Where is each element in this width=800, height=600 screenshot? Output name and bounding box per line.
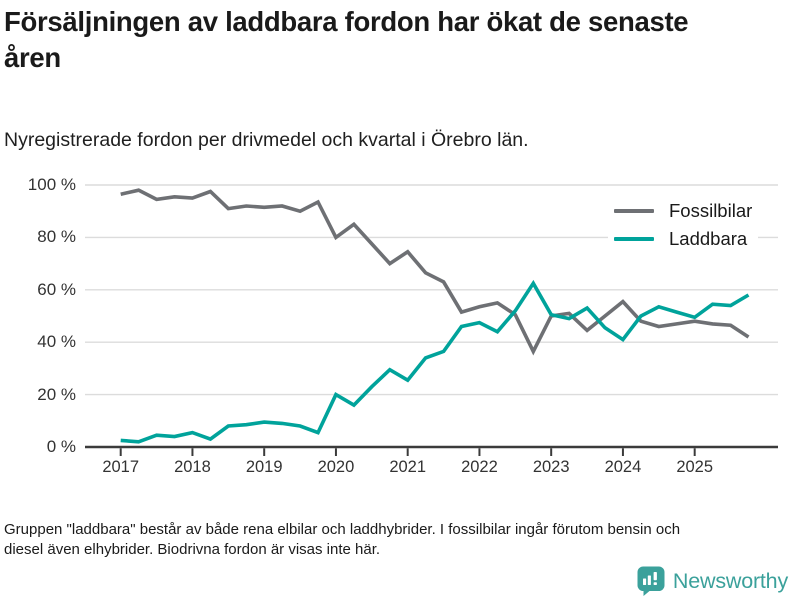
brand-name: Newsworthy — [672, 568, 788, 593]
chart-footnote: Gruppen "laddbara" består av både rena e… — [4, 521, 681, 558]
legend-item-fossilbilar: Fossilbilar — [614, 197, 752, 225]
fossilbilar-line-swatch — [614, 208, 654, 214]
legend-item-laddbara: Laddbara — [614, 225, 752, 253]
chart-subtitle: Nyregistrerade fordon per drivmedel och … — [4, 129, 529, 151]
chart-legend: Fossilbilar Laddbara — [608, 195, 759, 257]
bar-chart-speech-bubble-icon — [637, 566, 665, 596]
legend-label: Fossilbilar — [669, 200, 753, 221]
series-line-fossilbilar — [120, 188, 750, 356]
legend-label: Laddbara — [669, 228, 748, 249]
newsworthy-branding: Newsworthy — [637, 566, 788, 596]
laddbara-line-swatch — [614, 236, 654, 242]
line-chart-svg — [85, 184, 778, 456]
series-line-laddbara — [120, 279, 750, 444]
chart-title: Försäljningen av laddbara fordon har öka… — [4, 6, 689, 73]
